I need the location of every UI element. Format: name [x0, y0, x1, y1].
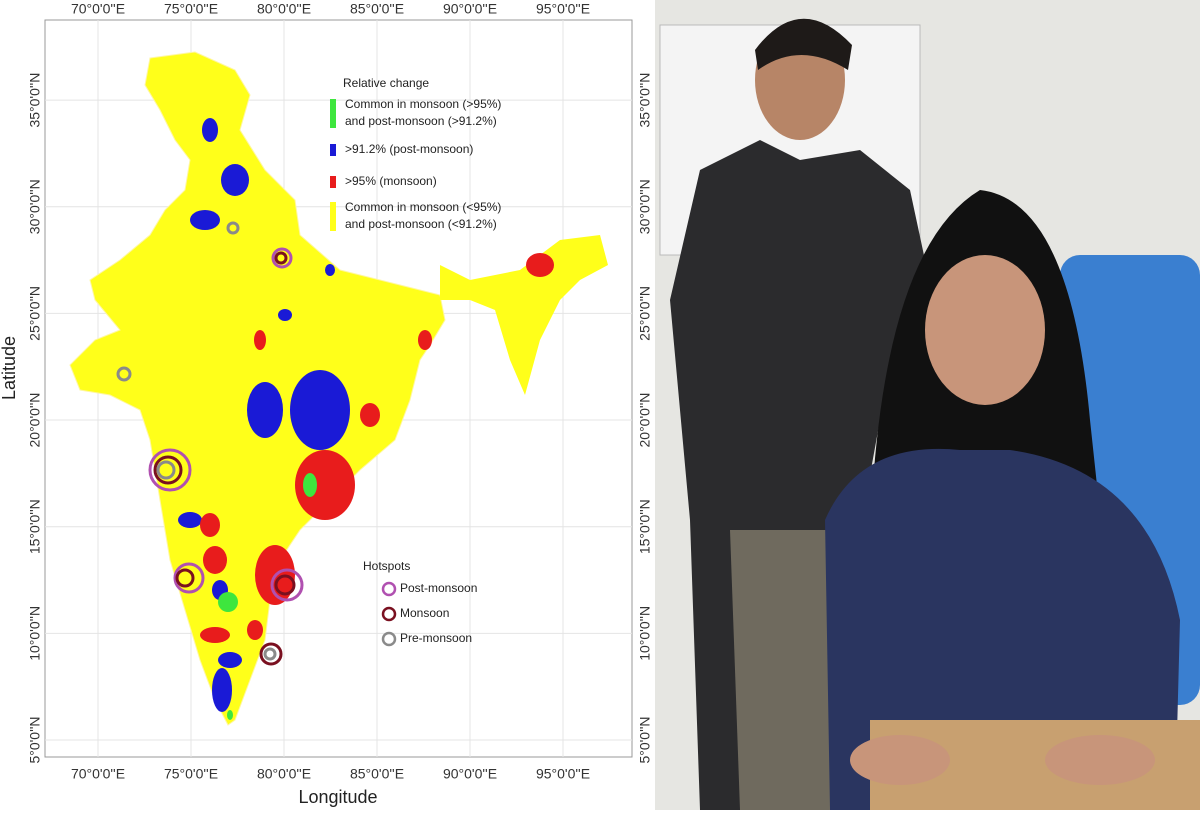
lon-tick-label: 80°0'0''E — [257, 1, 311, 17]
legend-label: Common in monsoon (>95%) — [345, 97, 501, 111]
lat-tick-label: 35°0'0''N — [27, 73, 43, 128]
lat-tick-label: 5°0'0''N — [637, 716, 653, 763]
hotspot-label: Post-monsoon — [400, 581, 477, 595]
legend-swatch — [330, 176, 336, 188]
lat-tick-label: 20°0'0''N — [637, 393, 653, 448]
lon-tick-label: 95°0'0''E — [536, 766, 590, 782]
lat-tick-label: 15°0'0''N — [27, 499, 43, 554]
lon-tick-label: 90°0'0''E — [443, 1, 497, 17]
green-regions — [218, 473, 317, 720]
lon-tick-label: 90°0'0''E — [443, 766, 497, 782]
hotspot-title: Hotspots — [363, 559, 410, 573]
blue-regions — [178, 118, 350, 712]
lon-tick-label: 95°0'0''E — [536, 1, 590, 17]
lat-tick-label: 10°0'0''N — [27, 606, 43, 661]
y-axis-label: Latitude — [0, 336, 19, 400]
hotspot-rings — [116, 221, 304, 666]
lat-tick-label: 5°0'0''N — [27, 716, 43, 763]
lon-tick-label: 85°0'0''E — [350, 766, 404, 782]
hotspot-symbol — [381, 581, 397, 597]
photo — [655, 0, 1200, 810]
legend-swatch — [330, 99, 336, 128]
india-northeast — [440, 235, 608, 395]
lon-tick-label: 70°0'0''E — [71, 766, 125, 782]
lon-tick-label: 80°0'0''E — [257, 766, 311, 782]
lat-tick-label: 30°0'0''N — [27, 179, 43, 234]
x-axis-label: Longitude — [298, 787, 377, 807]
hotspot-symbol — [381, 631, 397, 647]
hotspot-symbol — [381, 606, 397, 622]
lon-tick-label: 85°0'0''E — [350, 1, 404, 17]
lat-tick-label: 25°0'0''N — [27, 286, 43, 341]
lat-tick-label: 30°0'0''N — [637, 179, 653, 234]
legend-label: and post-monsoon (<91.2%) — [345, 217, 497, 231]
legend-swatch — [330, 144, 336, 156]
legend-label: >95% (monsoon) — [345, 174, 437, 188]
legend-label: Common in monsoon (<95%) — [345, 200, 501, 214]
lat-tick-label: 20°0'0''N — [27, 393, 43, 448]
lat-tick-label: 10°0'0''N — [637, 606, 653, 661]
lon-tick-label: 70°0'0''E — [71, 1, 125, 17]
legend-label: and post-monsoon (>91.2%) — [345, 114, 497, 128]
legend-label: >91.2% (post-monsoon) — [345, 142, 473, 156]
lon-tick-label: 75°0'0''E — [164, 1, 218, 17]
lat-tick-label: 35°0'0''N — [637, 73, 653, 128]
lon-tick-label: 75°0'0''E — [164, 766, 218, 782]
legend-swatch — [330, 202, 336, 231]
lat-tick-label: 25°0'0''N — [637, 286, 653, 341]
legend-title: Relative change — [343, 76, 429, 90]
lat-tick-label: 15°0'0''N — [637, 499, 653, 554]
hotspot-label: Monsoon — [400, 606, 449, 620]
hotspot-label: Pre-monsoon — [400, 631, 472, 645]
